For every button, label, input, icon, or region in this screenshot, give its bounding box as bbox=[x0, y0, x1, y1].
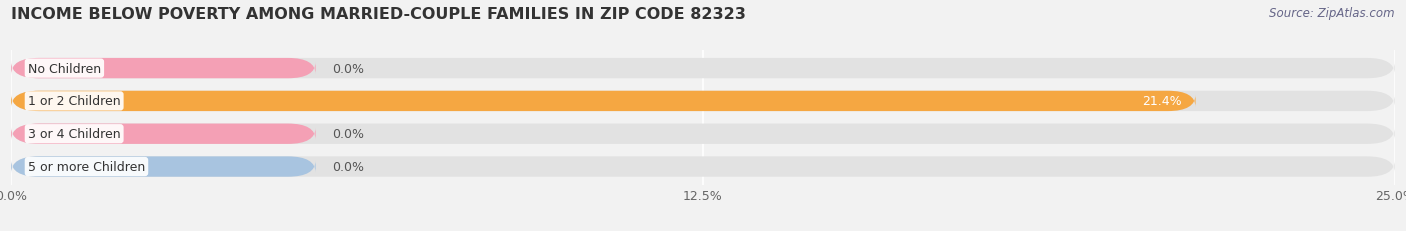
Text: 0.0%: 0.0% bbox=[332, 62, 364, 75]
FancyBboxPatch shape bbox=[11, 124, 1395, 144]
FancyBboxPatch shape bbox=[11, 124, 315, 144]
Text: Source: ZipAtlas.com: Source: ZipAtlas.com bbox=[1270, 7, 1395, 20]
FancyBboxPatch shape bbox=[11, 91, 1395, 112]
FancyBboxPatch shape bbox=[11, 59, 1395, 79]
Text: 1 or 2 Children: 1 or 2 Children bbox=[28, 95, 121, 108]
Text: INCOME BELOW POVERTY AMONG MARRIED-COUPLE FAMILIES IN ZIP CODE 82323: INCOME BELOW POVERTY AMONG MARRIED-COUPL… bbox=[11, 7, 747, 22]
Text: 0.0%: 0.0% bbox=[332, 128, 364, 141]
Text: 5 or more Children: 5 or more Children bbox=[28, 160, 145, 173]
Text: 3 or 4 Children: 3 or 4 Children bbox=[28, 128, 121, 141]
FancyBboxPatch shape bbox=[11, 91, 1195, 112]
FancyBboxPatch shape bbox=[11, 157, 1395, 177]
FancyBboxPatch shape bbox=[11, 157, 315, 177]
Text: No Children: No Children bbox=[28, 62, 101, 75]
FancyBboxPatch shape bbox=[11, 59, 315, 79]
Text: 21.4%: 21.4% bbox=[1142, 95, 1181, 108]
Text: 0.0%: 0.0% bbox=[332, 160, 364, 173]
